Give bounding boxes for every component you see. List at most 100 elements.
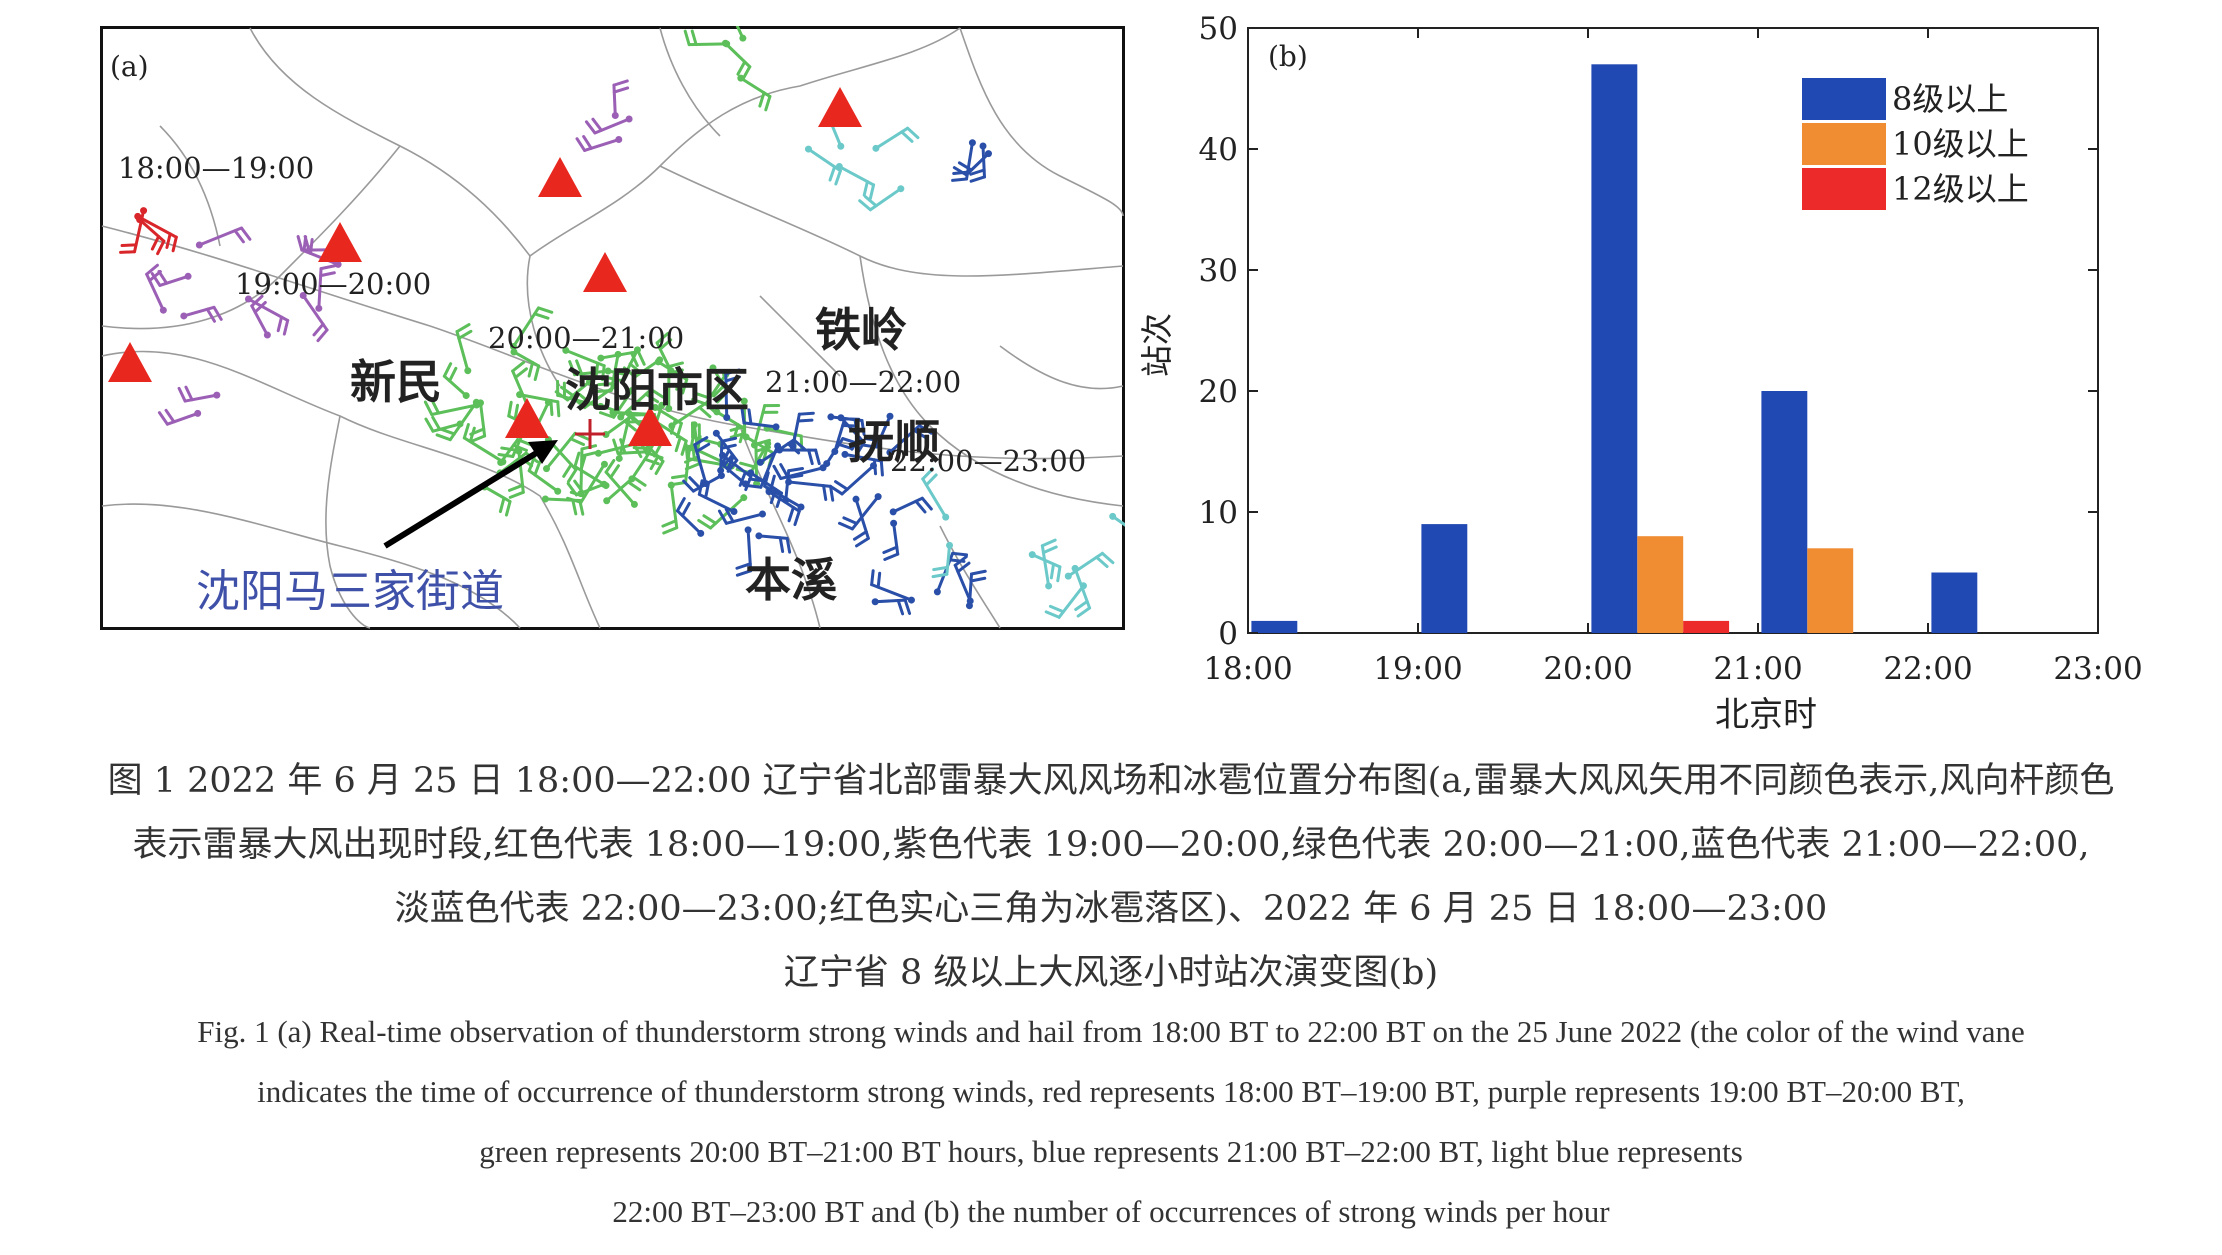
wind-vane [462,423,507,466]
wind-vane [723,368,741,422]
y-axis-title: 站次 [1140,313,1176,377]
wind-vane [969,142,987,183]
wind-vane [611,79,630,119]
period-label-19-20: 19:00—20:00 [235,267,431,301]
wind-vane [302,235,342,268]
x-tick-label: 20:00 [1543,651,1632,687]
wind-vane [755,532,792,554]
wind-vane [572,382,619,410]
location-marker [575,419,605,449]
wind-vane [250,294,271,339]
hail-triangle [505,398,549,438]
wind-vane [507,447,525,499]
wind-vane [717,507,766,525]
wind-vane [720,450,749,488]
annotation-arrow [383,449,540,549]
wind-vane [870,569,915,604]
wind-vane [568,359,612,377]
wind-vane [455,323,473,375]
wind-vane [675,497,705,537]
wind-vane [435,398,480,442]
period-label-18-19: 18:00—19:00 [118,151,314,185]
station-count-chart: 0 10 20 30 40 50 18:00 19:00 20:00 21:00 22:00 23:… [1140,11,2143,735]
legend-label: 12级以上 [1892,170,2029,208]
wind-vane [886,424,933,456]
caption-en-line-3: green represents 20:00 BT–21:00 BT hours… [479,1134,1743,1169]
wind-vane [921,467,950,521]
wind-vane [745,442,782,489]
caption-en-line-4: 22:00 BT–23:00 BT and (b) the number of … [612,1194,1610,1229]
wind-vane [683,29,731,48]
y-tick-label: 0 [1218,616,1238,652]
y-tick-label: 40 [1199,132,1238,168]
wind-vane [1040,538,1058,590]
wind-vane [670,444,693,487]
wind-vane [1044,582,1087,619]
wind-vane [951,139,976,182]
wind-vane [604,459,638,508]
bars [1251,64,1978,634]
wind-vane [510,348,541,381]
period-label-22-23: 22:00—23:00 [890,444,1086,478]
legend-swatch [1802,168,1886,210]
wind-vane [693,436,711,488]
place-fushun: 抚顺 [848,415,940,469]
bar [1421,524,1468,633]
wind-vane [861,412,894,449]
period-label-20-21: 20:00—21:00 [488,321,684,355]
wind-vane [697,479,738,516]
caption-en-line-1: Fig. 1 (a) Real-time observation of thun… [197,1014,2025,1049]
y-tick-label: 20 [1199,374,1238,410]
wind-vane [602,415,643,439]
caption-cn-line-4: 辽宁省 8 级以上大风逐小时站次演变图(b) [783,953,1439,993]
caption-cn-line-1: 图 1 2022 年 6 月 25 日 18:00—22:00 辽宁省北部雷暴大… [107,761,2115,801]
hail-triangle [818,87,862,127]
x-ticks: 18:00 19:00 20:00 21:00 22:00 23:00 [1203,28,2143,687]
hail-triangle [628,406,672,446]
panel-b-label: (b) [1268,40,1308,73]
caption-cn-line-3: 淡蓝色代表 22:00—23:00;红色实心三角为冰雹落区)、2022 年 6 … [394,889,1828,929]
wind-vane [740,407,780,431]
wind-vane [1109,512,1125,527]
period-label-21-22: 21:00—22:00 [765,365,961,399]
wind-vane [953,555,974,605]
bar [1683,620,1730,633]
x-axis-title: 北京时 [1715,695,1817,735]
bar [1807,548,1854,633]
wind-vane [424,415,464,433]
bar [1761,391,1808,633]
caption-cn-line-2: 表示雷暴大风出现时段,红色代表 18:00—19:00,紫色代表 19:00—2… [132,825,2090,865]
legend-label: 10级以上 [1892,125,2029,163]
bar [1251,620,1298,633]
x-tick-label: 22:00 [1883,651,1972,687]
wind-vane [315,264,337,312]
wind-vane [442,362,470,400]
wind-vane [597,350,646,367]
wind-vane [882,519,900,561]
place-shenyang: 沈阳市区 [565,363,749,417]
wind-vane [134,212,178,253]
wind-vane [554,378,594,402]
hail-triangle [318,222,362,262]
y-tick-label: 50 [1199,11,1238,47]
wind-vane [584,115,633,135]
hail-triangle [108,342,152,382]
x-tick-label: 18:00 [1203,651,1292,687]
wind-vane [804,145,842,186]
wind-vane [872,126,920,152]
wind-vane [931,541,954,579]
wind-vane [735,526,753,577]
wind-vane [785,478,835,502]
wind-vane [737,74,772,112]
caption-en-line-2: indicates the time of occurrence of thun… [257,1074,1965,1109]
bar [1637,536,1684,633]
wind-vane [177,385,221,403]
wind-vane [852,495,870,548]
wind-vane [858,185,905,212]
annotation-label: 沈阳马三家街道 [196,566,504,617]
wind-vane [575,135,623,152]
bar [1591,64,1638,634]
wind-vane [889,496,933,516]
wind-vane [841,450,884,477]
wind-vane [598,387,636,419]
